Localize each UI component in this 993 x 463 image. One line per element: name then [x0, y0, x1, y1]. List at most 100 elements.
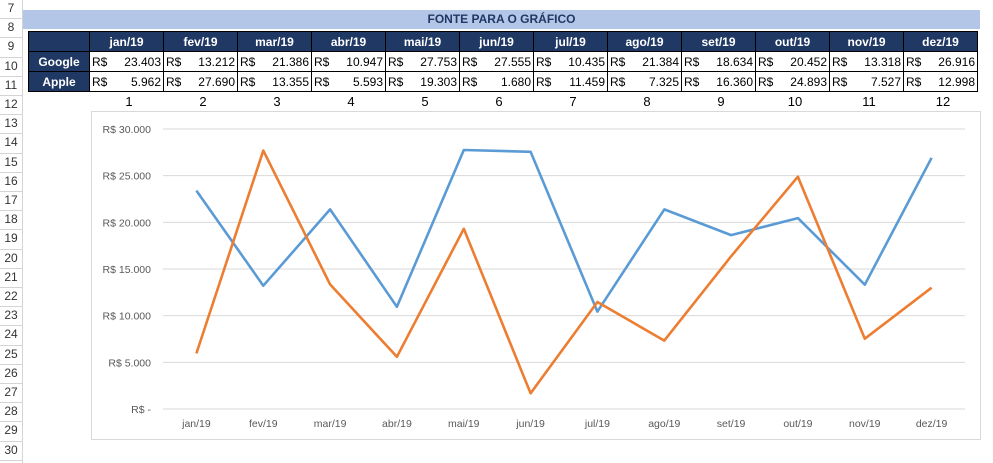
currency-symbol: R$ [684, 74, 700, 89]
value-cell[interactable]: R$ 13.318 [829, 51, 904, 72]
row-number[interactable]: 10 [4, 58, 18, 73]
row-divider [0, 114, 22, 116]
company-label-cell[interactable]: Apple [28, 71, 90, 92]
month-header-cell[interactable]: mar/19 [237, 31, 312, 52]
row-number[interactable]: 7 [7, 1, 15, 15]
cell-value: 13.212 [198, 54, 235, 69]
value-cell[interactable]: R$ 10.947 [311, 51, 386, 72]
index-cell[interactable]: 3 [273, 94, 281, 109]
value-cell[interactable]: R$ 1.680 [459, 71, 534, 92]
x-tick-label: nov/19 [849, 418, 881, 430]
row-number[interactable]: 16 [4, 173, 18, 188]
row-number[interactable]: 21 [4, 269, 18, 284]
y-tick-label: R$ 10.000 [103, 311, 152, 323]
index-cell[interactable]: 1 [125, 94, 133, 109]
row-number[interactable]: 14 [4, 135, 18, 150]
series-line-google [195, 148, 933, 313]
value-cell[interactable]: R$ 5.593 [311, 71, 386, 92]
row-number[interactable]: 11 [4, 77, 18, 92]
month-header-cell[interactable]: set/19 [681, 31, 756, 52]
index-row: 1 2 3 4 5 6 7 8 9 10 11 12 [92, 94, 980, 109]
value-cell[interactable]: R$ 18.634 [681, 51, 756, 72]
row-number[interactable]: 24 [4, 327, 18, 342]
month-header-cell[interactable]: jul/19 [533, 31, 608, 52]
value-cell[interactable]: R$ 27.753 [385, 51, 460, 72]
currency-symbol: R$ [610, 54, 626, 69]
value-cell[interactable]: R$ 11.459 [533, 71, 608, 92]
currency-symbol: R$ [758, 74, 774, 89]
row-number[interactable]: 27 [4, 385, 18, 399]
x-tick-label: ago/19 [648, 418, 680, 430]
value-cell[interactable]: R$ 23.403 [89, 51, 164, 72]
row-number[interactable]: 17 [4, 193, 18, 207]
month-header-cell[interactable]: abr/19 [311, 31, 386, 52]
index-cell[interactable]: 5 [421, 94, 429, 109]
value-cell[interactable]: R$ 7.527 [829, 71, 904, 92]
cell-value: 16.360 [716, 74, 753, 89]
value-cell[interactable]: R$ 20.452 [755, 51, 830, 72]
index-cell[interactable]: 6 [495, 94, 503, 109]
y-tick-label: R$ 30.000 [103, 124, 152, 136]
month-header-cell[interactable]: jun/19 [459, 31, 534, 52]
index-cell[interactable]: 10 [787, 94, 803, 109]
y-tick-label: R$ 5.000 [108, 357, 151, 369]
index-cell[interactable]: 8 [643, 94, 651, 109]
month-header-cell[interactable]: dez/19 [903, 31, 978, 52]
value-cell[interactable]: R$ 21.386 [237, 51, 312, 72]
index-cell[interactable]: 12 [935, 94, 951, 109]
value-cell[interactable]: R$ 7.325 [607, 71, 682, 92]
value-cell[interactable]: R$ 12.998 [903, 71, 978, 92]
row-number[interactable]: 29 [4, 423, 18, 438]
table-row: Apple R$ 5.962 R$ 27.690 R$ 13.355 R$ 5.593 R$ 19.… [28, 71, 978, 92]
index-cell[interactable]: 11 [862, 94, 876, 109]
value-cell[interactable]: R$ 16.360 [681, 71, 756, 92]
value-cell[interactable]: R$ 13.212 [163, 51, 238, 72]
row-number[interactable]: 23 [4, 308, 18, 323]
currency-symbol: R$ [92, 74, 108, 89]
index-cell[interactable]: 4 [347, 94, 355, 109]
company-label-cell[interactable]: Google [28, 51, 90, 72]
row-number[interactable]: 15 [4, 154, 18, 169]
month-header-cell[interactable]: out/19 [755, 31, 830, 52]
value-cell[interactable]: R$ 26.916 [903, 51, 978, 72]
month-header-cell[interactable]: fev/19 [163, 31, 238, 52]
value-cell[interactable]: R$ 5.962 [89, 71, 164, 92]
month-header-cell[interactable]: mai/19 [385, 31, 460, 52]
row-number[interactable]: 26 [4, 365, 18, 380]
cell-value: 21.386 [272, 54, 309, 69]
month-header-cell[interactable]: nov/19 [829, 31, 904, 52]
value-cell[interactable]: R$ 21.384 [607, 51, 682, 72]
row-divider [0, 459, 22, 461]
cell-value: 7.325 [648, 74, 679, 89]
index-cell[interactable]: 7 [569, 94, 577, 109]
value-cell[interactable]: R$ 27.690 [163, 71, 238, 92]
index-cell[interactable]: 9 [717, 94, 725, 109]
table-title[interactable]: FONTE PARA O GRÁFICO [23, 10, 980, 29]
line-chart[interactable]: R$ - R$ 5.000 R$ 10.000 R$ 15.000 R$ 20.000 R… [91, 111, 981, 440]
row-number[interactable]: 12 [4, 97, 18, 111]
row-divider [0, 440, 22, 442]
value-cell[interactable]: R$ 10.435 [533, 51, 608, 72]
value-cell[interactable]: R$ 13.355 [237, 71, 312, 92]
x-tick-label: out/19 [783, 418, 812, 430]
row-number[interactable]: 9 [7, 39, 15, 54]
row-number[interactable]: 13 [4, 116, 18, 131]
month-header-cell[interactable]: jan/19 [89, 31, 164, 52]
row-number[interactable]: 25 [4, 346, 18, 361]
cell-value: 5.962 [130, 74, 161, 89]
month-header-cell[interactable]: ago/19 [607, 31, 682, 52]
row-number[interactable]: 22 [4, 289, 18, 303]
row-number[interactable]: 30 [4, 442, 18, 457]
row-number[interactable]: 28 [4, 404, 18, 419]
row-divider [0, 210, 22, 212]
value-cell[interactable]: R$ 27.555 [459, 51, 534, 72]
blank-corner-cell[interactable] [28, 31, 90, 52]
value-cell[interactable]: R$ 19.303 [385, 71, 460, 92]
row-number[interactable]: 19 [4, 231, 18, 246]
row-number[interactable]: 8 [7, 20, 15, 35]
index-cell[interactable]: 2 [199, 94, 207, 109]
cell-value: 11.459 [569, 74, 605, 89]
row-number[interactable]: 20 [4, 250, 18, 265]
row-number[interactable]: 18 [4, 212, 18, 227]
value-cell[interactable]: R$ 24.893 [755, 71, 830, 92]
